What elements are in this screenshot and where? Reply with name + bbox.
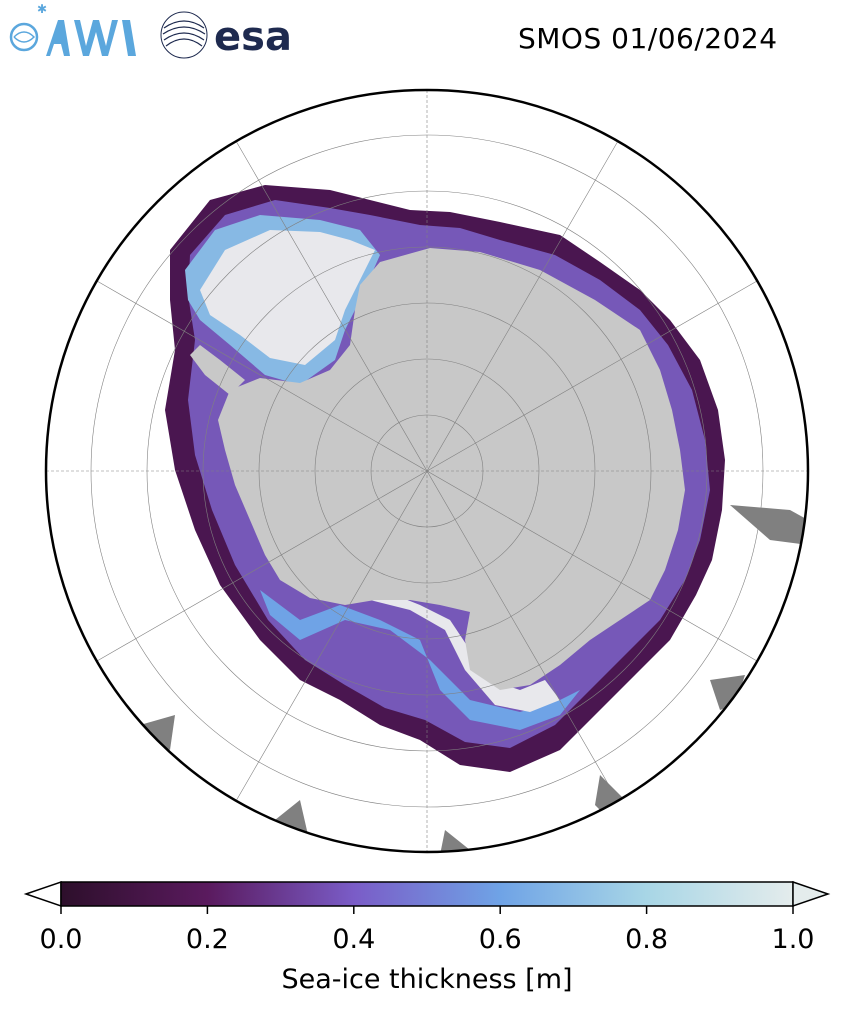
colorbar-extend-max [792, 880, 831, 908]
thick-ice-weddell [200, 230, 375, 365]
svg-text:✱: ✱ [37, 2, 47, 16]
colorbar-tick-label: 0.2 [185, 924, 229, 955]
polar-map[interactable] [0, 0, 854, 870]
masked-region-east [730, 505, 808, 545]
sea-ice-blue-ross [260, 590, 580, 730]
colorbar-tick-label: 0.8 [625, 924, 669, 955]
colorbar-tick-label: 0.6 [478, 924, 522, 955]
awi-logo: ✱ [9, 2, 136, 56]
colorbar-extend-min [23, 880, 62, 908]
colorbar-tick-label: 0.4 [332, 924, 376, 955]
colorbar-tick-label: 0.0 [39, 924, 83, 955]
colorbar-ticks [60, 906, 794, 914]
svg-text:esa: esa [214, 14, 292, 60]
colorbar-label: Sea-ice thickness [m] [281, 964, 573, 995]
masked-region-sw [140, 715, 175, 750]
antarctica-land [218, 248, 685, 690]
colorbar-gradient [60, 881, 794, 907]
date-title: SMOS 01/06/2024 [518, 22, 778, 55]
antarctic-peninsula [190, 345, 245, 395]
logo-bar: ✱ esa [9, 2, 292, 60]
masked-region-south2 [440, 830, 470, 852]
map-boundary [44, 88, 810, 854]
colorbar [23, 880, 831, 914]
thick-ice-ross [370, 595, 560, 712]
esa-logo: esa [160, 11, 292, 60]
colorbar-tick-label: 1.0 [771, 924, 815, 955]
graticule [46, 90, 808, 852]
